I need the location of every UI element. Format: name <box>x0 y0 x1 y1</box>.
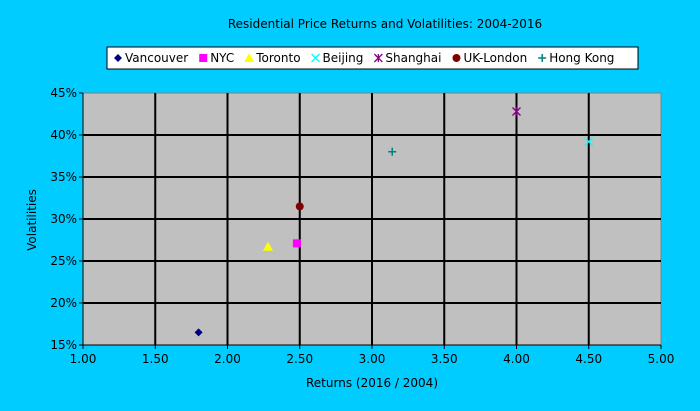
x-tick-label: 3.50 <box>431 352 458 366</box>
chart-title: Residential Price Returns and Volatiliti… <box>228 17 542 31</box>
x-tick-label: 5.00 <box>648 352 675 366</box>
legend-item-hong-kong: Hong Kong <box>538 51 614 65</box>
x-axis-label: Returns (2016 / 2004) <box>306 376 438 390</box>
data-points <box>194 107 594 337</box>
legend-label-toronto: Toronto <box>255 51 300 65</box>
x-tick-label: 4.50 <box>575 352 602 366</box>
x-tick-label: 1.00 <box>70 352 97 366</box>
legend-item-shanghai: Shanghai <box>373 51 441 65</box>
y-tick-label: 30% <box>50 212 77 226</box>
data-point-vancouver <box>194 328 203 337</box>
legend-item-vancouver: Vancouver <box>114 51 188 65</box>
legend-marker-nyc <box>199 54 208 62</box>
x-tick-label: 3.00 <box>359 352 386 366</box>
y-tick-label: 40% <box>50 128 77 142</box>
legend-marker-toronto <box>244 53 255 62</box>
plot-area <box>82 92 662 346</box>
legend-label-shanghai: Shanghai <box>385 51 441 65</box>
legend: Vancouver NYC Toronto Beijing Shanghai UK-Lon… <box>106 46 639 70</box>
legend-item-beijing: Beijing <box>311 51 364 65</box>
y-tick-label: 20% <box>50 296 77 310</box>
legend-label-beijing: Beijing <box>323 51 364 65</box>
legend-box <box>106 46 639 70</box>
x-tick-label: 1.50 <box>142 352 169 366</box>
legend-label-hong-kong: Hong Kong <box>549 51 614 65</box>
legend-marker-hong-kong <box>538 54 547 62</box>
legend-marker-shanghai <box>373 53 383 63</box>
data-point-uk-london <box>295 202 304 211</box>
legend-item-uk-london: UK-London <box>452 51 527 65</box>
legend-marker-vancouver <box>114 54 122 62</box>
legend-marker-beijing <box>311 53 320 63</box>
data-point-beijing <box>584 137 594 147</box>
x-tick-label: 2.00 <box>214 352 241 366</box>
x-axis-ticks: 1.00 1.50 2.00 2.50 3.00 3.50 4.00 4.50 5.00 <box>70 345 675 366</box>
x-tick-label: 2.50 <box>286 352 313 366</box>
legend-label-vancouver: Vancouver <box>125 51 188 65</box>
legend-item-nyc: NYC <box>199 51 234 65</box>
x-tick-label: 4.00 <box>503 352 530 366</box>
data-point-nyc <box>292 239 301 248</box>
y-tick-label: 35% <box>50 170 77 184</box>
y-tick-label: 45% <box>50 86 77 100</box>
legend-label-uk-london: UK-London <box>463 51 527 65</box>
legend-marker-uk-london <box>452 54 461 62</box>
data-point-toronto <box>262 241 273 251</box>
y-tick-label: 25% <box>50 254 77 268</box>
y-axis-ticks: 15% 20% 25% 30% 35% 40% 45% <box>50 86 83 352</box>
legend-label-nyc: NYC <box>210 51 234 65</box>
legend-item-toronto: Toronto <box>244 51 301 65</box>
y-axis-label: Volatilities <box>25 189 39 251</box>
y-tick-label: 15% <box>50 338 77 352</box>
data-point-shanghai <box>512 107 521 116</box>
data-point-hong-kong <box>388 147 397 156</box>
